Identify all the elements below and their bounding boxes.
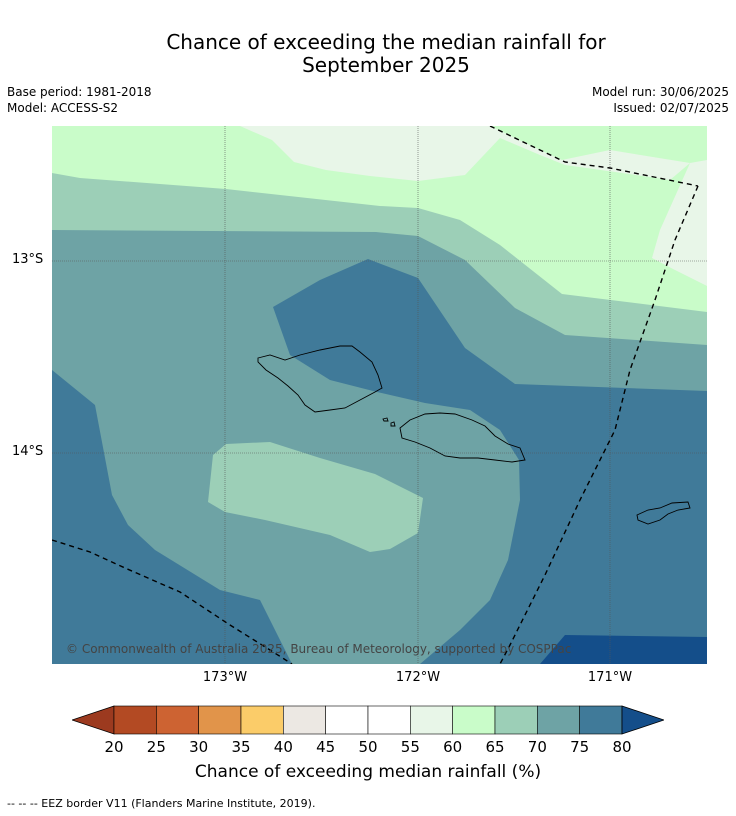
- colorbar-title: Chance of exceeding median rainfall (%): [194, 762, 542, 782]
- region-60-65: [52, 126, 707, 312]
- colorbar-tick-label: 50: [358, 738, 378, 756]
- base-period: Base period: 1981-2018: [7, 85, 152, 99]
- colorbar-tick-label: 75: [570, 738, 590, 756]
- colorbar-bin: [494, 705, 538, 735]
- colorbar-bin: [156, 705, 199, 735]
- colorbar-bin: [452, 705, 496, 735]
- lat-label-14s: 14°S: [12, 444, 44, 459]
- lat-label-13s: 13°S: [12, 252, 44, 267]
- region-65-70-inner: [208, 442, 423, 552]
- coastlines: [257, 345, 691, 525]
- small-island-1: [382, 417, 389, 422]
- map-panel: [52, 126, 707, 664]
- upolu-island: [399, 412, 526, 463]
- tutuila-island: [636, 501, 691, 525]
- colorbar-tick-label: 30: [189, 738, 209, 756]
- lon-label-171w: 171°W: [587, 670, 633, 685]
- savaii-island: [257, 345, 383, 413]
- meta-left: Base period: 1981-2018 Model: ACCESS-S2: [7, 84, 152, 116]
- model-run: Model run: 30/06/2025: [591, 85, 729, 99]
- colorbar-tick-label: 55: [400, 738, 420, 756]
- colorbar-tick-label: 60: [443, 738, 463, 756]
- colorbar-tick-label: 25: [146, 738, 166, 756]
- colorbar-bin: [579, 705, 623, 735]
- colorbar-bin: [113, 705, 157, 735]
- colorbar-tick-label: 45: [316, 738, 336, 756]
- colorbar-bin: [240, 705, 284, 735]
- title-line-2: September 2025: [302, 53, 470, 77]
- colorbar-tick-label: 70: [527, 738, 547, 756]
- colorbar-under-triangle: [70, 705, 115, 735]
- lon-label-172w: 172°W: [395, 670, 441, 685]
- lon-label-173w: 173°W: [202, 670, 248, 685]
- colorbar: [70, 704, 666, 736]
- colorbar-bin: [198, 705, 242, 735]
- colorbar-tick-label: 40: [273, 738, 293, 756]
- issued-date: Issued: 02/07/2025: [613, 101, 729, 115]
- model-name: Model: ACCESS-S2: [7, 101, 119, 115]
- colorbar-tick-label: 80: [612, 738, 632, 756]
- title-line-1: Chance of exceeding the median rainfall …: [166, 30, 606, 54]
- colorbar-bin: [410, 705, 453, 735]
- region-55-60-right: [652, 160, 707, 286]
- meta-right: Model run: 30/06/2025 Issued: 02/07/2025: [592, 84, 729, 116]
- colorbar-bin: [367, 705, 411, 735]
- region-80-plus: [540, 635, 707, 664]
- region-55-60-top: [240, 126, 690, 181]
- colorbar-bin: [325, 705, 369, 735]
- colorbar-svg: [70, 705, 666, 735]
- eez-footnote: -- -- -- EEZ border V11 (Flanders Marine…: [7, 797, 316, 810]
- copyright-text: © Commonwealth of Australia 2025, Bureau…: [66, 642, 572, 656]
- small-island-2: [390, 421, 396, 427]
- graticule: [52, 126, 707, 664]
- colorbar-tick-label: 35: [231, 738, 251, 756]
- eez-border: [52, 126, 699, 664]
- map-title: Chance of exceeding the median rainfall …: [0, 31, 736, 77]
- colorbar-tick-label: 20: [104, 738, 124, 756]
- colorbar-tick-label: 65: [485, 738, 505, 756]
- colorbar-bin: [283, 705, 326, 735]
- colorbar-bin: [537, 705, 580, 735]
- colorbar-over-triangle: [621, 705, 666, 735]
